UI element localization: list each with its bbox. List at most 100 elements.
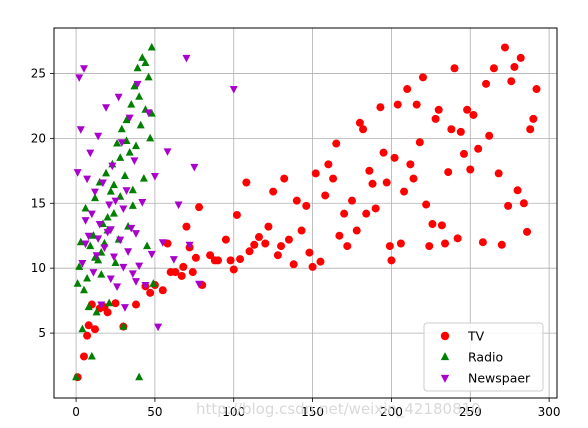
radio-point [84, 302, 93, 311]
y-tick-label: 15 [31, 196, 46, 210]
tv-point [280, 174, 289, 183]
newspaer-point [81, 217, 90, 225]
newspaer-point [73, 169, 82, 177]
radio-point [87, 351, 96, 360]
tv-point [403, 85, 412, 94]
x-tick-label: 250 [459, 405, 482, 419]
newspaer-point [83, 175, 92, 184]
newspaer-point [100, 244, 109, 253]
y-tick-label: 25 [31, 66, 46, 80]
newspaer-point [81, 240, 90, 249]
tv-point [232, 210, 241, 219]
radio-point [136, 120, 145, 129]
radio-point [97, 270, 106, 278]
axis-ticks: 0 50 100 150 200 250 300 5 10 15 20 25 [31, 66, 561, 419]
tv-point [466, 165, 475, 174]
radio-point [133, 63, 142, 72]
tv-point [171, 268, 180, 277]
tv-point [494, 169, 503, 178]
newspaer-point [78, 259, 87, 268]
radio-point [139, 173, 148, 182]
x-tick-label: 50 [147, 405, 162, 419]
radio-point [141, 58, 150, 67]
tv-point [415, 138, 424, 147]
radio-point [128, 201, 137, 209]
y-tick-label: 20 [31, 131, 46, 145]
newspaer-point [94, 235, 103, 243]
newspaer-point [105, 201, 114, 210]
tv-point [459, 149, 468, 158]
newspaer-point [229, 86, 238, 94]
legend-box [423, 322, 544, 392]
tv-point [131, 300, 140, 309]
tv-point [292, 196, 301, 205]
newspaer-point [124, 248, 133, 256]
tv-point [406, 160, 415, 169]
newspaer-point [90, 188, 99, 197]
radio-point [72, 372, 81, 381]
tv-point [103, 308, 112, 317]
tv-point [221, 235, 230, 244]
tv-point [269, 187, 278, 196]
newspaer-point [195, 280, 204, 289]
tv-point [376, 103, 385, 112]
tv-point [206, 251, 215, 260]
tv-point [456, 127, 465, 136]
tv-point [352, 226, 361, 235]
y-tick-label: 10 [31, 261, 46, 275]
radio-point [83, 273, 92, 282]
tv-point [393, 100, 402, 109]
legend-marker-tv [440, 331, 450, 341]
tv-point [348, 196, 357, 205]
radio-point [125, 148, 134, 156]
radio-point [103, 212, 112, 221]
tv-point [507, 77, 516, 86]
watermark: http://blog.csdn.net/weixin_42180810 [196, 400, 481, 419]
radio-point [127, 99, 136, 108]
newspaer-point [119, 263, 128, 272]
tv-point [179, 262, 188, 271]
newspaer-point [138, 198, 147, 207]
newspaer-point [76, 126, 85, 134]
newspaer-point [108, 162, 117, 171]
radio-point [128, 185, 137, 194]
tv-point [485, 131, 494, 140]
radio-point [131, 141, 140, 150]
newspaer-point [75, 74, 84, 82]
x-tick-label: 200 [380, 405, 403, 419]
tv-point [343, 242, 352, 251]
tv-point [289, 260, 298, 269]
newspaer-point [114, 93, 123, 102]
newspaer-point [128, 270, 137, 278]
radio-point [90, 193, 99, 202]
radio-point [120, 171, 129, 179]
tv-point [447, 125, 456, 134]
radio-point [78, 324, 87, 333]
radio-point [102, 168, 111, 177]
newspaer-point [113, 283, 122, 291]
newspaer-point [119, 205, 128, 214]
tv-point [111, 299, 120, 308]
radio-point [81, 203, 90, 212]
tv-point [425, 242, 434, 251]
newspaer-point [133, 80, 142, 89]
x-tick-label: 100 [222, 405, 245, 419]
x-tick-label: 0 [72, 405, 80, 419]
newspaer-point [141, 282, 150, 290]
tv-point [191, 253, 200, 262]
newspaer-point [122, 187, 131, 195]
newspaer-point [111, 197, 120, 206]
tv-point [422, 200, 431, 209]
tv-point [390, 153, 399, 162]
tv-point [177, 271, 186, 280]
legend-label-tv: TV [467, 329, 485, 344]
data-points [72, 42, 541, 382]
newspaer-point [135, 262, 144, 271]
newspaer-point [127, 224, 136, 233]
newspaer-point [102, 104, 111, 112]
tv-point [437, 221, 446, 230]
tv-point [441, 239, 450, 248]
radio-point [122, 136, 131, 144]
tv-point [264, 222, 273, 231]
